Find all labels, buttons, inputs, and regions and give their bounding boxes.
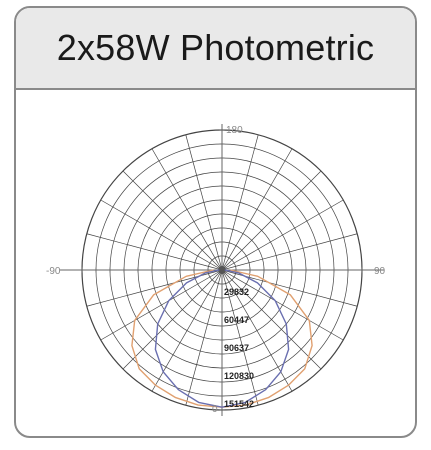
ring-value-label-5: 151542 [224, 399, 254, 409]
grid-spoke-330 [151, 269, 223, 392]
polar-chart: 180 -90 90 0 29832 60447 90637 120830 151542 [46, 124, 386, 416]
angle-label-left: -90 [46, 266, 61, 277]
grid-spoke-300 [100, 269, 223, 341]
angle-label-top: 180 [226, 125, 243, 136]
grid-spoke-195 [185, 134, 223, 271]
grid-spoke-345 [185, 269, 223, 406]
grid-spoke-45 [221, 269, 322, 370]
ring-value-label-1: 29832 [224, 287, 249, 297]
grid-spoke-240 [100, 199, 223, 271]
grid-spoke-135 [221, 170, 322, 271]
grid-spoke-60 [221, 269, 344, 341]
center-point [218, 266, 226, 274]
grid-spoke-120 [221, 199, 344, 271]
grid-spoke-315 [122, 269, 223, 370]
grid-spoke-255 [86, 233, 223, 271]
card-header: 2x58W Photometric [16, 8, 415, 90]
angle-label-bottom: 0 [212, 404, 218, 415]
ring-value-label-4: 120830 [224, 371, 254, 381]
photometric-card: 2x58W Photometric 180 -90 90 0 29832 60447 906… [14, 6, 417, 438]
grid-spoke-165 [221, 134, 259, 271]
polar-chart-area: 180 -90 90 0 29832 60447 90637 120830 151542 [16, 90, 415, 436]
grid-spoke-210 [151, 148, 223, 271]
angle-label-right: 90 [374, 266, 386, 277]
grid-spoke-225 [122, 170, 223, 271]
card-title: 2x58W Photometric [56, 27, 375, 68]
distribution-curve-c90 [154, 269, 290, 408]
grid-spoke-15 [221, 269, 259, 406]
ring-value-label-3: 90637 [224, 343, 249, 353]
grid-spoke-105 [221, 233, 358, 271]
ring-value-label-2: 60447 [224, 315, 249, 325]
grid-spoke-150 [221, 148, 293, 271]
